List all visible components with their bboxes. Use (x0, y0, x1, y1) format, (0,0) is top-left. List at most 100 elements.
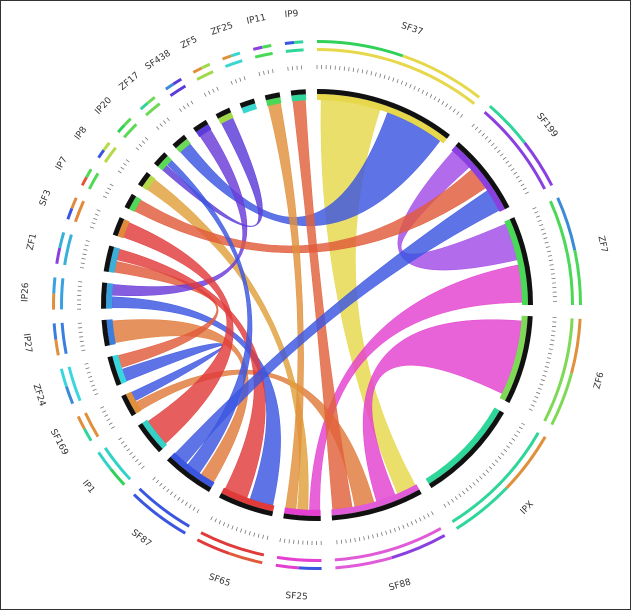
outer-track-b2-ip27 (52, 323, 58, 340)
tick-zf6 (532, 400, 537, 403)
tick-zf7 (546, 250, 551, 253)
outer-track-b2-ip8 (102, 141, 111, 152)
outer-track-b2-ip20 (123, 117, 132, 127)
label-zf1: ZF1 (26, 232, 39, 251)
node-arc-zf25 (241, 103, 258, 114)
tick-ipx (521, 422, 526, 426)
tick-sf37 (388, 76, 390, 81)
outer-track-b2-zf25 (230, 51, 241, 58)
tick-zf6 (547, 352, 552, 355)
tick-sf169 (104, 414, 109, 417)
outer-track-b1-zf7 (556, 197, 577, 251)
label-sf199: SF199 (534, 111, 559, 139)
node-arc-ip9 (291, 94, 307, 102)
node-rim-zf1 (103, 245, 115, 272)
outer-track-b1-ip9 (284, 41, 295, 45)
label-zf17: ZF17 (118, 71, 142, 93)
label-ip26: IP26 (20, 282, 31, 302)
node-rim-zf6 (505, 316, 533, 404)
outer-track-b1-ip1 (109, 468, 126, 486)
node-rim-ip9 (290, 89, 306, 96)
outer-track-b1-sf3 (66, 207, 74, 220)
tick-ipx (518, 426, 523, 430)
node-arc-sf438 (195, 124, 212, 138)
tick-sf199 (471, 123, 475, 128)
tick-zf6 (528, 408, 533, 411)
tick-sf88 (367, 535, 370, 540)
tick-ip7 (109, 183, 114, 187)
outer-track-a-zf25 (224, 59, 243, 68)
tick-sf37 (437, 98, 441, 103)
tick-sf65 (244, 529, 247, 534)
tick-sf88 (431, 511, 434, 516)
outer-track-b1-zf6 (570, 318, 582, 374)
outer-track-b1-sf88 (391, 534, 446, 560)
tick-sf65 (257, 533, 260, 538)
label-ip20: IP20 (93, 95, 114, 116)
tick-zf24 (86, 371, 91, 374)
node-arc-ip11 (265, 97, 282, 107)
tick-sf169 (111, 426, 115, 429)
tick-sf37 (409, 84, 412, 89)
outer-track-a-zf17 (145, 102, 161, 117)
tick-sf65 (240, 528, 243, 533)
node-rim-sf438 (193, 119, 209, 133)
ribbon-ip7-sf199 (134, 169, 486, 254)
node-rim-ip20 (153, 152, 168, 167)
tick-sf37 (370, 71, 373, 76)
tick-sf25 (284, 538, 286, 543)
tick-zf6 (549, 344, 554, 346)
tick-sf3 (89, 226, 94, 229)
tick-sf87 (152, 476, 156, 481)
node-arc-ip26 (106, 282, 114, 309)
tick-sf65 (231, 525, 234, 530)
node-arc-zf1 (108, 246, 120, 273)
label-sf3: SF3 (38, 189, 53, 208)
tick-sf65 (218, 520, 221, 525)
tick-ip8 (120, 166, 125, 170)
tick-ipx (497, 456, 502, 460)
tick-sf37 (429, 94, 433, 98)
tick-zf1 (81, 258, 86, 260)
outer-track-a-sf87 (138, 487, 190, 528)
node-arc-zf6 (499, 315, 528, 401)
tick-ipx (475, 479, 480, 483)
tick-zf7 (550, 273, 555, 275)
outer-track-a-ip11 (254, 51, 273, 59)
outer-track-a-zf7 (549, 200, 574, 305)
outer-track-b1-zf24 (64, 385, 75, 405)
tick-zf6 (548, 348, 553, 350)
tick-sf199 (481, 132, 485, 137)
tick-ip20 (144, 137, 149, 141)
label-sf65: SF65 (207, 572, 231, 589)
tick-sf37 (357, 68, 359, 73)
outer-track-a-zf6 (543, 318, 574, 422)
tick-zf6 (543, 370, 548, 373)
tick-zf1 (80, 262, 85, 264)
tick-zf6 (546, 357, 552, 359)
tick-sf88 (372, 534, 374, 539)
outer-track-a-sf199 (483, 111, 546, 190)
tick-ipx (511, 438, 516, 441)
tick-sf87 (162, 485, 166, 490)
tick-sf25 (279, 538, 281, 543)
tick-sf87 (169, 491, 173, 496)
outer-track-b2-sf438 (172, 77, 183, 86)
outer-track-b1-sf438 (165, 82, 175, 91)
tick-zf6 (536, 391, 541, 395)
node-rim-ip27 (101, 319, 110, 347)
tick-sf88 (389, 529, 392, 534)
tick-ip1 (129, 451, 133, 456)
tick-sf87 (177, 496, 181, 501)
tick-sf199 (510, 168, 515, 171)
tick-sf199 (478, 129, 482, 134)
tick-zf25 (243, 76, 246, 81)
node-rim-sf25 (283, 513, 321, 521)
outer-track-b2-zf7 (573, 249, 582, 305)
outer-track-b2-zf17 (146, 96, 156, 105)
tick-sf65 (214, 518, 217, 523)
tick-zf17 (156, 126, 160, 130)
tick-sf3 (94, 213, 99, 216)
label-zf25: ZF25 (210, 21, 235, 38)
